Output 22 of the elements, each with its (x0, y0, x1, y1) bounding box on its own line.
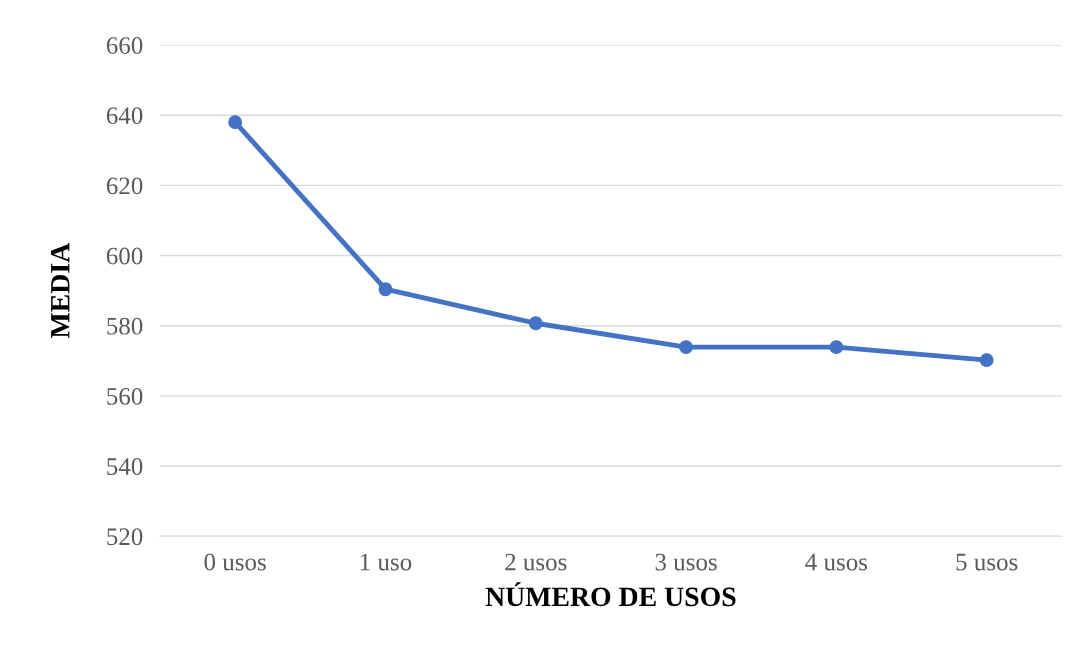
point (979, 353, 994, 368)
y-tick-label: 560 (107, 387, 143, 405)
y-tick-label: 660 (106, 37, 143, 54)
x-tick-label: 3 usos (655, 553, 717, 571)
x-tick-label: 4 usos (805, 553, 868, 571)
y-tick-label: 640 (106, 107, 143, 125)
x-tick-label: 5 usos (956, 553, 1018, 571)
y-tick-label: 520 (107, 528, 143, 546)
y-tick-label: 620 (106, 177, 143, 195)
point (228, 115, 243, 130)
point (679, 340, 694, 355)
point (829, 340, 844, 355)
x-tick-label: 2 usos (505, 553, 567, 571)
x-tick-label: 0 usos (204, 553, 266, 571)
point (528, 316, 543, 331)
point (378, 282, 393, 297)
y-tick-label: 540 (107, 458, 143, 475)
x-axis-title: NÚMERO DE USOS (485, 582, 736, 607)
y-tick-label: 580 (107, 317, 143, 335)
y-axis-title: MEDIA (51, 242, 70, 338)
x-tick-label: 1 uso (360, 553, 412, 571)
y-tick-label: 600 (106, 247, 143, 265)
